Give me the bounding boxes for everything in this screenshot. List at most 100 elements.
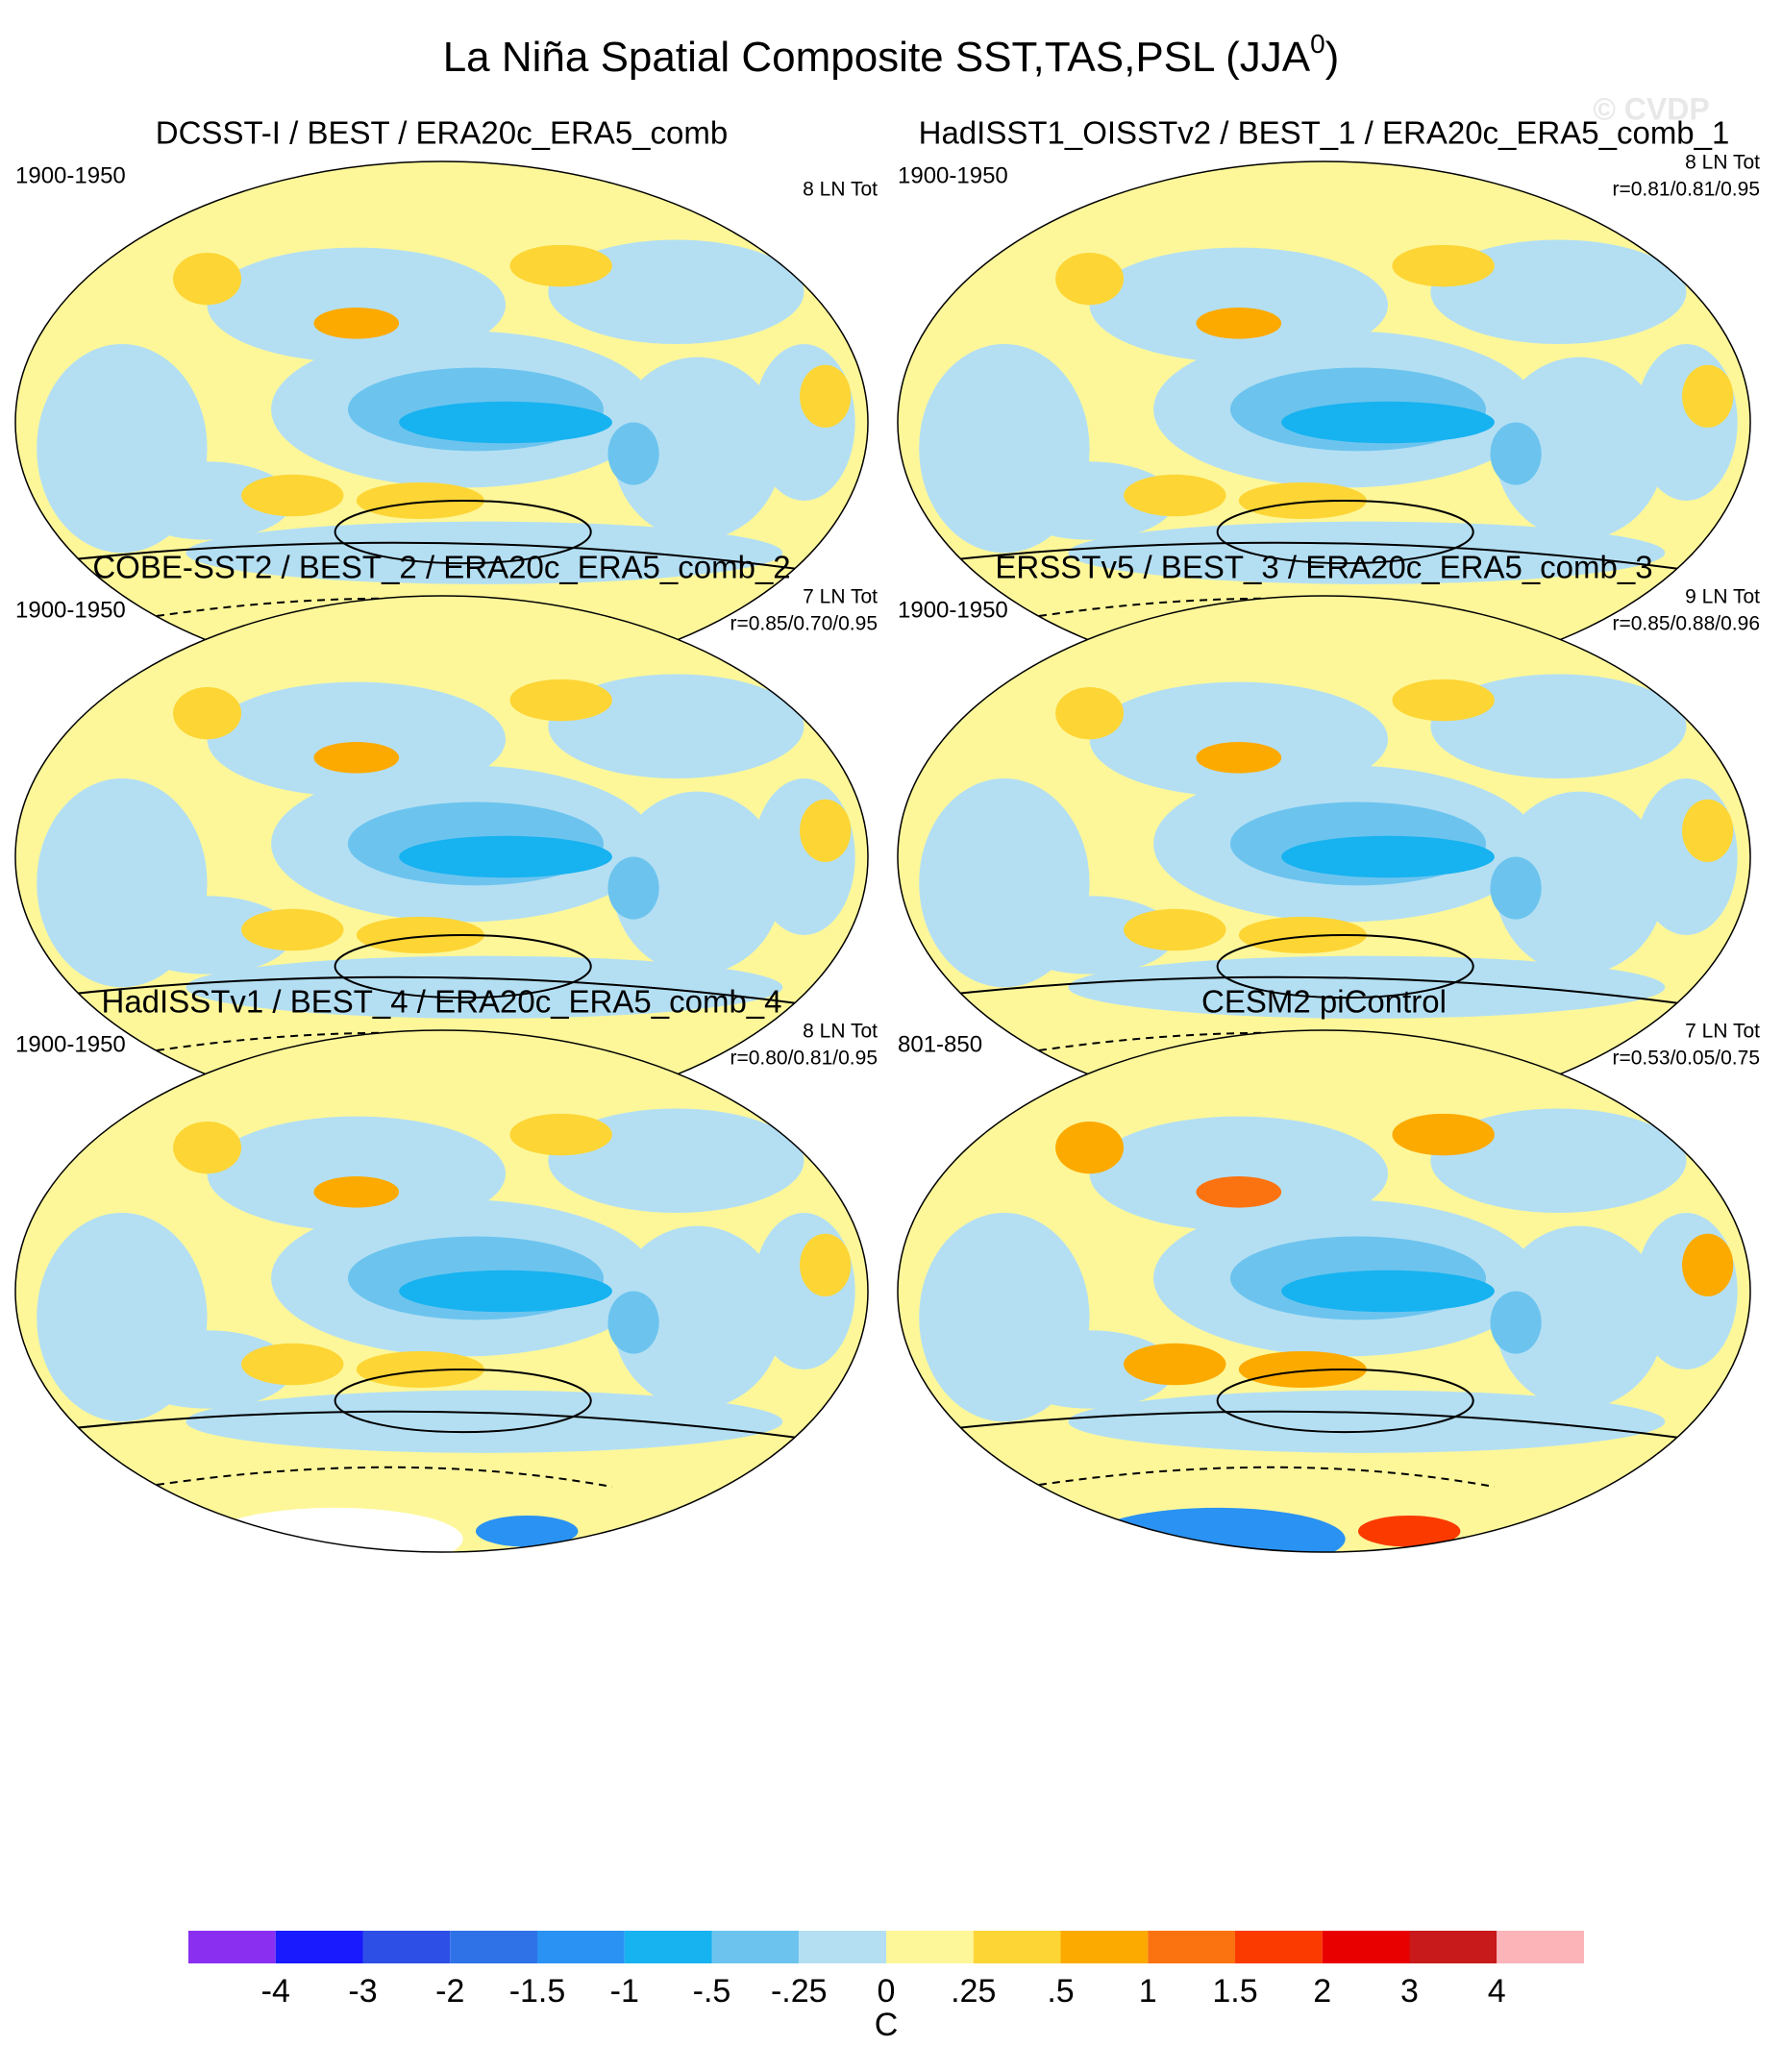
watermark: © CVDP <box>1593 91 1709 126</box>
map <box>15 1030 868 1552</box>
colorbar-label: .5 <box>1047 1973 1074 2010</box>
colorbar-box <box>624 1931 712 1963</box>
map-region <box>1055 1122 1125 1174</box>
map-region <box>121 896 293 974</box>
colorbar-box <box>537 1931 625 1963</box>
colorbar-box <box>973 1931 1061 1963</box>
panel-title: HadISSTv1 / BEST_4 / ERA20c_ERA5_comb_4 <box>101 984 781 1020</box>
map-region <box>241 908 344 951</box>
panel-period: 1900-1950 <box>15 162 126 188</box>
contour <box>1216 933 1474 999</box>
panel-title: CESM2 piControl <box>1201 984 1447 1020</box>
map-region <box>241 1343 344 1386</box>
colorbar-label: -4 <box>261 1973 290 2010</box>
colorbar-label: 0 <box>878 1973 896 2010</box>
panel-title: DCSST-I / BEST / ERA20c_ERA5_comb <box>156 115 728 151</box>
map-region <box>1494 1225 1666 1409</box>
map-region <box>1124 474 1226 517</box>
map-region <box>607 1291 659 1354</box>
colorbar-box <box>275 1931 363 1963</box>
title-end: ) <box>1325 34 1340 81</box>
map-region <box>121 1330 293 1409</box>
contour <box>334 1368 592 1434</box>
colorbar-box <box>450 1931 537 1963</box>
colorbar-box <box>188 1931 276 1963</box>
map-region <box>399 1270 612 1313</box>
map-region <box>509 1113 612 1156</box>
map-region <box>356 916 484 953</box>
map-region <box>1238 1350 1367 1388</box>
map-region <box>399 401 612 444</box>
contour <box>1216 499 1474 565</box>
map-region <box>1003 896 1176 974</box>
map-region <box>611 791 783 974</box>
map-region <box>1003 461 1176 540</box>
colorbar-unit: C <box>875 2007 899 2043</box>
map <box>898 1030 1750 1552</box>
map-region <box>753 1213 855 1369</box>
map-region <box>313 308 400 339</box>
map-region <box>1281 835 1495 878</box>
colorbar-label: -.5 <box>693 1973 731 2010</box>
contour-dashed <box>1025 1466 1496 1489</box>
colorbar-label: 1 <box>1139 1973 1157 2010</box>
panel-title: COBE-SST2 / BEST_2 / ERA20c_ERA5_comb_2 <box>92 550 790 585</box>
map-region <box>800 799 852 862</box>
map <box>898 596 1750 1118</box>
map-region <box>800 1233 852 1296</box>
map-region <box>548 239 804 345</box>
map-region <box>1124 908 1226 951</box>
colorbar-box <box>886 1931 974 1963</box>
contour <box>15 975 868 1015</box>
map-region <box>1124 1343 1226 1386</box>
map-region <box>1635 778 1738 935</box>
map-region <box>356 481 484 519</box>
colorbar-box <box>799 1931 886 1963</box>
colorbar-label: 3 <box>1400 1973 1419 2010</box>
map-outline <box>897 1029 1751 1553</box>
map-region <box>607 422 659 485</box>
map-region <box>186 521 783 584</box>
contour <box>15 541 868 580</box>
map-region <box>1281 401 1495 444</box>
contour <box>334 499 592 565</box>
map-region <box>1196 1176 1282 1208</box>
panel-count: 8 LN Tot <box>803 1021 878 1043</box>
colorbar-box <box>1322 1931 1410 1963</box>
map-region <box>1238 481 1367 519</box>
map-region <box>1392 244 1495 287</box>
map-region <box>753 778 855 935</box>
panel-period: 1900-1950 <box>898 162 1008 188</box>
map-region <box>1490 856 1542 920</box>
map-outline <box>14 1029 869 1553</box>
map-region <box>313 1176 400 1208</box>
panel-count: 8 LN Tot <box>803 179 878 201</box>
colorbar-box <box>1148 1931 1235 1963</box>
map-region <box>173 687 242 740</box>
colorbar-label: 2 <box>1313 1973 1331 2010</box>
colorbar-label: -1.5 <box>509 1973 566 2010</box>
map-region <box>1281 1270 1495 1313</box>
colorbar-box <box>1235 1931 1323 1963</box>
figure-title: La Niña Spatial Composite SST,TAS,PSL (J… <box>443 29 1340 80</box>
panel-count: 7 LN Tot <box>1685 1021 1760 1043</box>
colorbar-box <box>1060 1931 1149 1963</box>
map-region <box>1494 357 1666 540</box>
map-region <box>1682 1233 1734 1296</box>
map-region <box>1682 364 1734 428</box>
contour-dashed <box>142 1466 613 1489</box>
map-region <box>1490 422 1542 485</box>
panel-stats: r=0.53/0.05/0.75 <box>1612 1048 1760 1070</box>
map-region <box>1196 742 1282 774</box>
map-region <box>1055 253 1125 306</box>
panel-stats: r=0.85/0.70/0.95 <box>730 613 878 635</box>
map-region <box>607 856 659 920</box>
map-region <box>173 1122 242 1174</box>
contour <box>898 541 1750 580</box>
title-text: La Niña Spatial Composite SST,TAS,PSL (J… <box>443 34 1311 81</box>
title-sup: 0 <box>1310 29 1325 59</box>
panel-count: 7 LN Tot <box>803 586 878 608</box>
map-region <box>509 244 612 287</box>
panel-period: 801-850 <box>898 1031 982 1057</box>
